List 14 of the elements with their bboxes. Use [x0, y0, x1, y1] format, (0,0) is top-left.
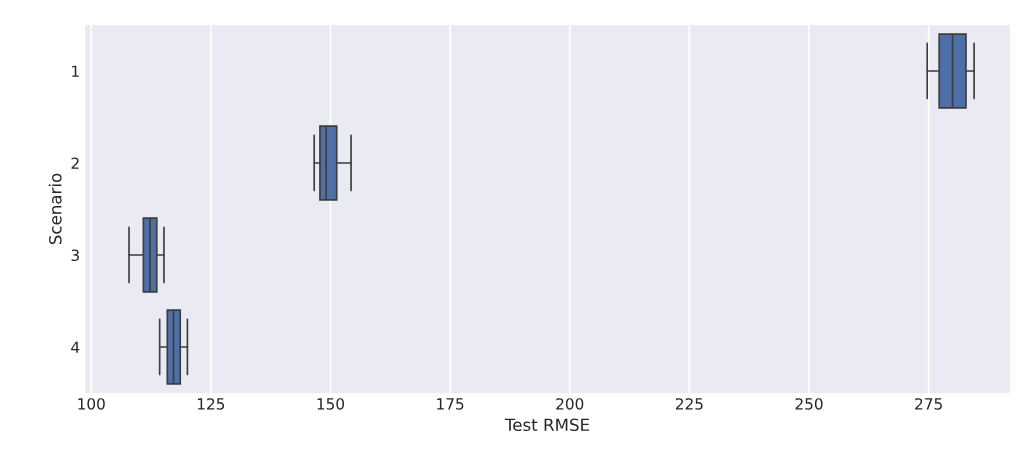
y-tick-label: 3: [71, 249, 79, 262]
y-tick-label: 1: [72, 65, 79, 77]
x-tick-label: 175: [437, 398, 464, 410]
x-tick-label: 200: [556, 398, 584, 410]
x-tick-label: 125: [197, 398, 225, 410]
x-tick-label: 275: [915, 398, 942, 410]
y-tick-label: 2: [71, 157, 79, 169]
x-axis-title: Test RMSE: [504, 418, 590, 432]
x-tick-label: 225: [675, 398, 703, 410]
y-axis-title: Scenario: [48, 173, 62, 245]
x-tick-label: 150: [317, 398, 345, 410]
y-tick-label: 4: [71, 341, 80, 353]
x-tick-label: 100: [78, 398, 105, 410]
x-tick-label: 250: [795, 398, 823, 410]
